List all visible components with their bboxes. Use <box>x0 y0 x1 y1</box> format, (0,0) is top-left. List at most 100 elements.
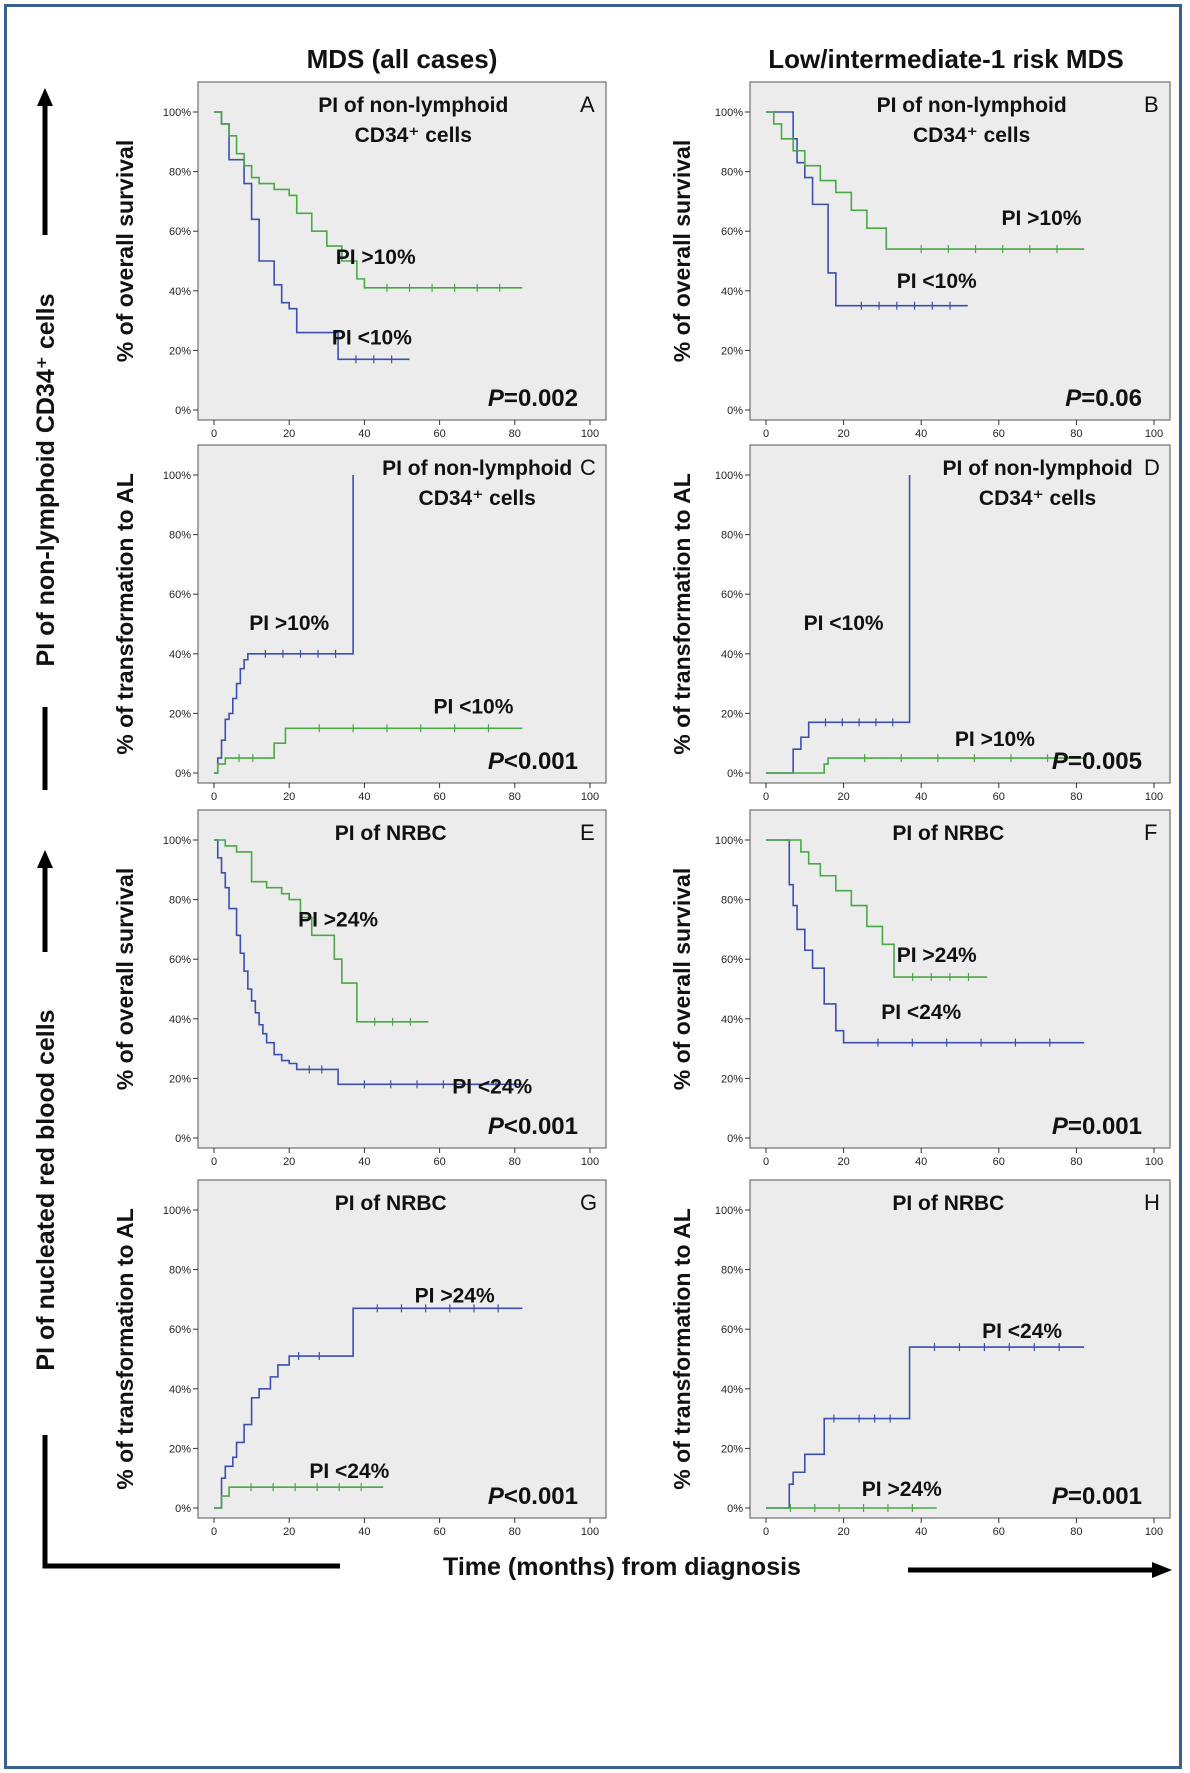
p-symbol: P <box>1052 748 1069 775</box>
y-axis-label: % of transformation to AL <box>112 1208 138 1490</box>
y-tick-label: 0% <box>727 1133 743 1145</box>
series-line-pi-24- <box>766 839 1085 1044</box>
x-tick-label: 0 <box>763 1526 769 1538</box>
x-tick-label: 20 <box>283 428 295 440</box>
panel-A-plot-area <box>197 81 607 421</box>
y-tick-label: 20% <box>169 1073 191 1085</box>
series-line-pi-24- <box>214 1486 384 1509</box>
y-tick-label: 0% <box>175 405 191 417</box>
y-tick-label: 60% <box>721 1324 743 1336</box>
p-symbol: P <box>1065 385 1082 412</box>
y-tick-label: 40% <box>721 286 743 298</box>
y-tick-label: 40% <box>169 1384 191 1396</box>
p-symbol: P <box>1052 1113 1069 1140</box>
x-tick-label: 40 <box>358 1156 370 1168</box>
x-tick-label: 20 <box>283 1156 295 1168</box>
y-tick-label: 40% <box>721 1384 743 1396</box>
panel-letter: H <box>1144 1190 1160 1215</box>
x-tick-label: 80 <box>1070 1526 1082 1538</box>
y-tick-label: 100% <box>715 107 743 119</box>
series-label: PI <10% <box>804 612 884 635</box>
y-axis-label: % of overall survival <box>669 868 695 1090</box>
y-tick-label: 60% <box>169 1324 191 1336</box>
y-tick-label: 80% <box>721 530 743 542</box>
y-tick-label: 40% <box>721 649 743 661</box>
panel-letter: A <box>580 92 595 117</box>
x-tick-label: 80 <box>509 428 521 440</box>
panel-title-line1: PI of NRBC <box>892 822 1004 845</box>
y-tick-label: 60% <box>169 589 191 601</box>
series-label: PI >24% <box>298 908 378 931</box>
y-tick-label: 60% <box>169 954 191 966</box>
x-tick-label: 60 <box>433 1526 445 1538</box>
p-value: P=0.002 <box>488 385 578 412</box>
y-axis-label: % of transformation to AL <box>669 473 695 755</box>
panel-title-line2: CD34⁺ cells <box>979 487 1096 510</box>
y-tick-label: 0% <box>175 1133 191 1145</box>
x-tick-label: 40 <box>915 1526 927 1538</box>
y-tick-label: 60% <box>721 226 743 238</box>
p-symbol: P <box>488 1483 505 1510</box>
series-line-pi-24- <box>214 839 429 1023</box>
y-tick-label: 80% <box>169 895 191 907</box>
x-tick-label: 100 <box>581 1156 599 1168</box>
y-axis-label: % of overall survival <box>112 140 138 362</box>
y-tick-label: 40% <box>169 286 191 298</box>
y-tick-label: 80% <box>169 530 191 542</box>
p-value-number: <0.001 <box>504 1113 578 1140</box>
y-tick-label: 100% <box>163 1205 191 1217</box>
panel-F-plot-area <box>749 809 1171 1149</box>
p-value-number: =0.001 <box>1068 1483 1142 1510</box>
series-line-pi-10- <box>766 111 1085 250</box>
panel-letter: E <box>580 820 595 845</box>
y-tick-label: 80% <box>721 895 743 907</box>
x-tick-label: 100 <box>1145 1156 1163 1168</box>
panel-G: 0% 20% 40% 60% 80% 100% 0 20 40 60 80 100 % of trans… <box>112 1179 607 1538</box>
x-tick-label: 60 <box>993 1526 1005 1538</box>
panel-F: 0% 20% 40% 60% 80% 100% 0 20 40 60 80 100 % of overa… <box>669 809 1171 1168</box>
side-label-top: PI of non-lymphoid CD34⁺ cells <box>32 294 60 667</box>
panel-title-line1: PI of NRBC <box>335 1192 447 1215</box>
p-value: P=0.001 <box>1052 1113 1142 1140</box>
panel-E-plot-area <box>197 809 607 1149</box>
panel-letter: F <box>1144 820 1157 845</box>
y-axis-label: % of overall survival <box>112 868 138 1090</box>
x-tick-label: 0 <box>763 1156 769 1168</box>
panel-E: 0% 20% 40% 60% 80% 100% 0 20 40 60 80 100 % of overa… <box>112 809 607 1168</box>
panel-B: 0% 20% 40% 60% 80% 100% 0 20 40 60 80 100 % of overa… <box>669 81 1171 440</box>
series-label: PI <24% <box>309 1460 389 1483</box>
panel-letter: G <box>580 1190 597 1215</box>
x-tick-label: 20 <box>283 791 295 803</box>
p-value-number: =0.06 <box>1081 385 1142 412</box>
series-label: PI <10% <box>433 695 513 718</box>
y-tick-label: 80% <box>721 1265 743 1277</box>
panel-D-plot-area <box>749 444 1171 784</box>
panel-letter: B <box>1144 92 1159 117</box>
panel-title-line2: CD34⁺ cells <box>355 124 472 147</box>
x-tick-label: 20 <box>837 1156 849 1168</box>
series-line-pi-10- <box>214 727 523 774</box>
x-tick-label: 100 <box>581 791 599 803</box>
series-label: PI <10% <box>897 270 977 293</box>
series-label: PI <10% <box>332 326 412 349</box>
y-tick-label: 100% <box>715 835 743 847</box>
panel-title-line1: PI of NRBC <box>892 1192 1004 1215</box>
panel-letter: C <box>580 455 596 480</box>
p-value: P<0.001 <box>488 1113 578 1140</box>
panel-letter: D <box>1144 455 1160 480</box>
series-label: PI <24% <box>982 1320 1062 1343</box>
series-label: PI >24% <box>415 1284 495 1307</box>
x-tick-label: 100 <box>581 1526 599 1538</box>
side-elbow-bottom <box>42 1435 340 1569</box>
y-tick-label: 0% <box>175 768 191 780</box>
series-label: PI >10% <box>1001 207 1081 230</box>
y-tick-label: 20% <box>721 345 743 357</box>
y-tick-label: 20% <box>721 1443 743 1455</box>
y-tick-label: 0% <box>175 1503 191 1515</box>
series-line-pi-10- <box>766 757 1085 774</box>
series-line-pi-24- <box>766 1346 1085 1509</box>
x-tick-label: 0 <box>211 1526 217 1538</box>
x-tick-label: 100 <box>581 428 599 440</box>
x-tick-label: 20 <box>283 1526 295 1538</box>
